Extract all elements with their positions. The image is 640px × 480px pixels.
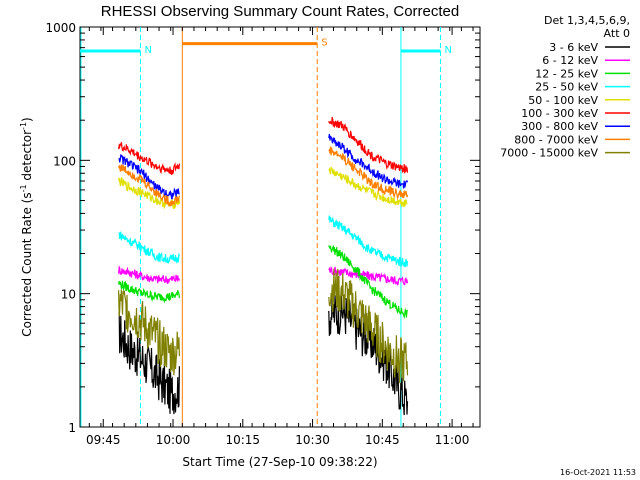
y-axis-label-mid: detector [20,130,34,185]
plot-frame [79,26,481,428]
y-axis-label: Corrected Count Rate (s-1 detector-1) [19,117,34,336]
generation-timestamp: 16-Oct-2021 11:53 [560,468,636,477]
flag-label-1: N [444,45,451,56]
series-3 [118,215,409,268]
series-1 [118,265,409,286]
legend-header-line-2: Att 0 [604,27,630,40]
y-axis-label-sup1: -1 [19,184,28,192]
flag-label-2: S [321,38,327,49]
y-axis-label-main: Corrected Count Rate (s [20,192,34,336]
y-axis-label-sup2: -1 [19,122,28,130]
series-5 [118,116,409,175]
legend-label-2: 12 - 25 keV [535,67,598,80]
series-7 [118,146,409,207]
legend-label-4: 50 - 100 keV [528,94,598,107]
legend-label-1: 6 - 12 keV [542,54,598,67]
series-5-segment-1 [328,116,409,174]
y-tick-label-3: 1000 [45,21,76,35]
legend-label-6: 300 - 800 keV [521,120,598,133]
series-7-segment-1 [328,146,409,200]
x-tick-label-3: 10:30 [295,433,330,447]
legend-header-line-1: Det 1,3,4,5,6,9, [544,14,630,27]
x-tick-label-0: 09:45 [86,433,121,447]
x-tick-label-5: 11:00 [435,433,470,447]
series-1-segment-1 [328,266,409,286]
legend-label-0: 3 - 6 keV [549,41,598,54]
series-7-segment-0 [118,164,180,207]
series-3-segment-0 [118,231,180,265]
y-axis-ticks: 1 10 100 1000 [45,21,480,435]
series-8-segment-1 [328,268,409,384]
series-1-segment-0 [118,265,180,284]
series-6-segment-1 [328,133,409,189]
series-group [118,116,409,416]
x-tick-label-1: 10:00 [156,433,191,447]
series-0-segment-0 [118,311,180,415]
y-tick-label-2: 100 [53,154,76,168]
series-8-segment-0 [118,289,180,376]
y-tick-label-1: 10 [61,288,76,302]
flag-label-0: N [144,45,151,56]
y-axis-label-end: ) [20,117,34,122]
y-tick-label-0: 1 [68,421,76,435]
x-axis-ticks: 09:45 10:00 10:15 10:30 10:45 11:00 [86,27,474,447]
legend-label-5: 100 - 300 keV [521,107,598,120]
series-2-segment-0 [118,280,180,304]
series-4-segment-1 [328,166,408,208]
x-axis-label: Start Time (27-Sep-10 09:38:22) [182,455,377,469]
observing-flags: N NS [80,27,452,427]
legend-label-3: 25 - 50 keV [535,81,598,94]
x-tick-label-4: 10:45 [365,433,400,447]
series-2-segment-1 [328,245,409,320]
series-2 [118,245,409,320]
legend-label-8: 7000 - 15000 keV [500,147,598,160]
series-5-segment-0 [118,142,180,175]
series-3-segment-1 [328,215,409,268]
series-8 [118,268,409,384]
x-tick-label-2: 10:15 [225,433,260,447]
legend-label-7: 800 - 7000 keV [514,133,598,146]
chart-title: RHESSI Observing Summary Count Rates, Co… [101,3,459,20]
